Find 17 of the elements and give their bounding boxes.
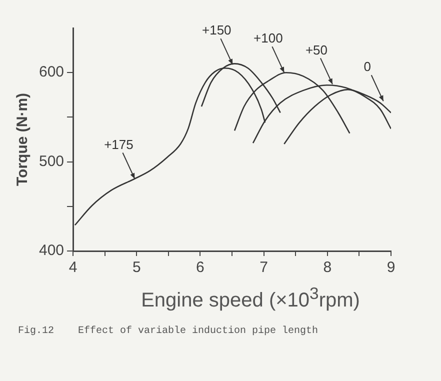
- annotation: +50: [305, 42, 328, 58]
- x-tick-label: 5: [132, 259, 141, 276]
- annotation: +100: [254, 30, 283, 46]
- x-axis-title: Engine speed (×10$^{3}$rpm): [140, 284, 361, 313]
- annotation: 0: [364, 59, 371, 74]
- x-tick-label: 9: [386, 259, 396, 276]
- annotation: +150: [202, 22, 232, 38]
- y-tick-label: 400: [38, 242, 64, 260]
- x-tick-label: 6: [196, 259, 204, 276]
- y-axis-title: Torque (N·m): [14, 92, 32, 186]
- x-tick-label: 8: [323, 259, 332, 276]
- y-tick-label: 600: [38, 64, 64, 81]
- annotation: +175: [104, 136, 134, 152]
- y-tick-label: 500: [38, 152, 64, 170]
- x-tick-label: 7: [260, 259, 268, 276]
- caption: Fig.12 Effect of variable induction pipe length: [18, 326, 320, 337]
- x-tick-label: 4: [68, 259, 78, 276]
